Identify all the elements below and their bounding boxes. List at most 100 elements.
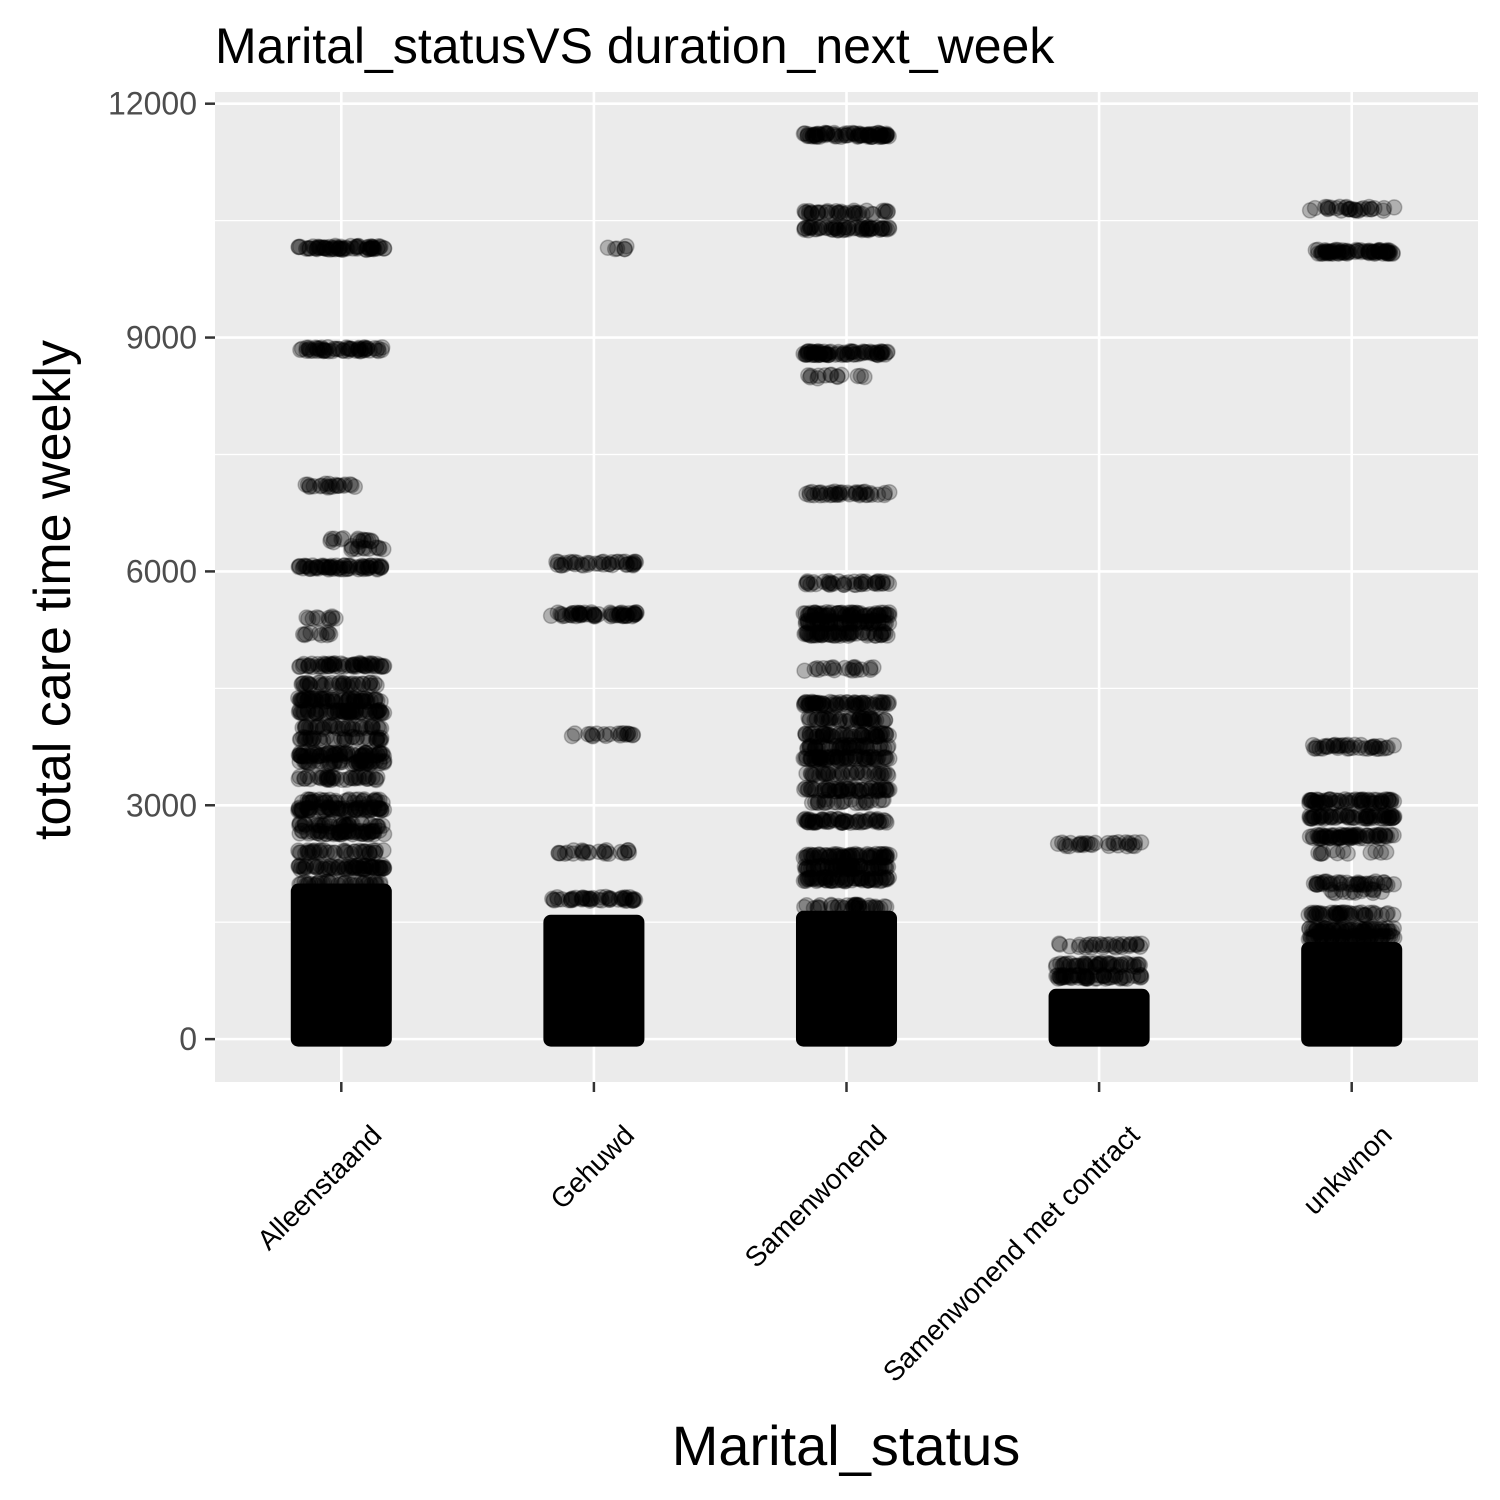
- data-point: [343, 728, 361, 746]
- data-point: [361, 677, 378, 694]
- data-point: [319, 339, 337, 356]
- data-point: [316, 817, 333, 835]
- data-point: [872, 125, 889, 143]
- data-point: [369, 729, 387, 746]
- data-point: [348, 558, 365, 576]
- data-point: [291, 557, 308, 575]
- data-point: [309, 858, 326, 875]
- data-point: [290, 703, 308, 721]
- data-point: [369, 792, 386, 809]
- data-point: [353, 693, 370, 710]
- data-point: [350, 752, 367, 769]
- data-point: [346, 873, 363, 890]
- data-point: [299, 675, 316, 692]
- data-point: [362, 238, 380, 255]
- data-point: [818, 204, 836, 221]
- data-point: [1378, 905, 1395, 923]
- data-point: [324, 693, 342, 711]
- data-point: [812, 126, 830, 144]
- data-point: [332, 817, 349, 834]
- data-point: [320, 771, 337, 788]
- data-point: [335, 342, 352, 360]
- data-point: [364, 753, 381, 771]
- data-point: [297, 677, 315, 695]
- data-point: [322, 717, 339, 734]
- x-axis-title: Marital_status: [672, 1414, 1021, 1477]
- data-point: [1345, 927, 1362, 945]
- data-point: [370, 859, 387, 877]
- data-point: [836, 218, 854, 236]
- data-point: [351, 718, 369, 735]
- data-point: [299, 801, 317, 819]
- data-point: [344, 728, 361, 746]
- data-point: [367, 557, 384, 575]
- data-point: [866, 764, 883, 781]
- data-point: [574, 606, 591, 623]
- data-point: [805, 127, 822, 144]
- data-point: [321, 238, 339, 256]
- data-point: [312, 676, 330, 694]
- data-point: [316, 718, 333, 736]
- data-point: [349, 675, 366, 693]
- data-point: [593, 554, 611, 571]
- data-point: [300, 755, 317, 772]
- data-point: [374, 794, 391, 812]
- data-point: [361, 755, 378, 773]
- data-point: [324, 717, 341, 734]
- data-point: [318, 703, 335, 721]
- data-point: [351, 705, 368, 722]
- data-point: [299, 691, 316, 709]
- data-point: [560, 891, 577, 909]
- data-point: [357, 857, 374, 875]
- data-point: [615, 890, 633, 908]
- data-point: [374, 859, 391, 877]
- data-point: [371, 874, 389, 891]
- data-point: [319, 693, 337, 710]
- data-point: [859, 128, 877, 145]
- data-point: [863, 220, 880, 237]
- data-point: [346, 801, 363, 819]
- data-point: [797, 204, 815, 222]
- data-point: [337, 703, 355, 721]
- data-point: [297, 858, 314, 876]
- data-point: [321, 800, 338, 818]
- data-point: [326, 731, 343, 749]
- data-point: [303, 655, 321, 672]
- data-point: [334, 677, 351, 695]
- data-point: [356, 843, 373, 860]
- data-point: [325, 717, 343, 735]
- data-point: [301, 340, 318, 358]
- data-point: [618, 237, 635, 255]
- data-point: [333, 823, 350, 841]
- data-point: [296, 626, 313, 644]
- data-point: [556, 845, 574, 862]
- data-point: [372, 559, 390, 576]
- data-point: [338, 732, 355, 749]
- data-point: [579, 726, 597, 743]
- data-point: [342, 845, 360, 862]
- data-point: [566, 725, 584, 742]
- data-point: [317, 794, 334, 811]
- data-point: [624, 892, 641, 909]
- data-point: [316, 558, 334, 576]
- data-point: [866, 872, 884, 889]
- data-point: [373, 745, 390, 762]
- data-point: [334, 717, 352, 734]
- data-point: [373, 705, 391, 722]
- data-point: [590, 555, 608, 572]
- data-point: [290, 746, 308, 764]
- data-point: [313, 339, 330, 357]
- data-point: [294, 818, 311, 835]
- data-point: [299, 843, 316, 861]
- data-point: [353, 825, 370, 843]
- data-point: [616, 605, 633, 622]
- data-point: [314, 732, 332, 749]
- data-point: [305, 729, 323, 747]
- data-point: [858, 220, 875, 238]
- data-point: [329, 703, 347, 720]
- data-point: [573, 891, 591, 908]
- data-point: [329, 746, 347, 763]
- data-point: [318, 690, 335, 708]
- data-point: [542, 607, 560, 625]
- data-point: [625, 890, 643, 908]
